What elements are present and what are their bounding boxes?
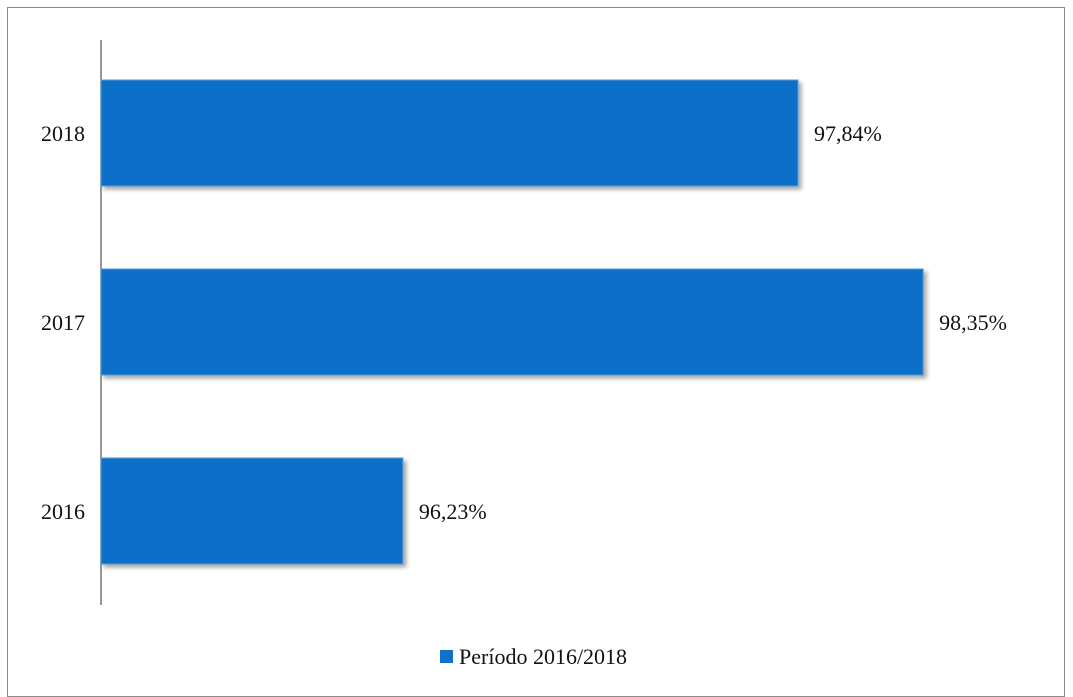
- bar-2017: [100, 268, 924, 376]
- bar-2016: [100, 457, 404, 565]
- data-label-2018: 97,84%: [814, 121, 882, 146]
- labels-group: 2018 97,84% 2017 98,35% 2016 96,23%: [41, 121, 1007, 524]
- y-tick-label-2018: 2018: [41, 121, 85, 146]
- y-tick-label-2016: 2016: [41, 499, 85, 524]
- legend-swatch: [440, 650, 453, 663]
- legend-label: Período 2016/2018: [459, 644, 627, 669]
- y-tick-label-2017: 2017: [41, 310, 85, 335]
- bars-group: [100, 79, 924, 565]
- data-label-2016: 96,23%: [419, 499, 487, 524]
- bar-2018: [100, 79, 799, 187]
- data-label-2017: 98,35%: [939, 310, 1007, 335]
- legend: Período 2016/2018: [440, 644, 627, 669]
